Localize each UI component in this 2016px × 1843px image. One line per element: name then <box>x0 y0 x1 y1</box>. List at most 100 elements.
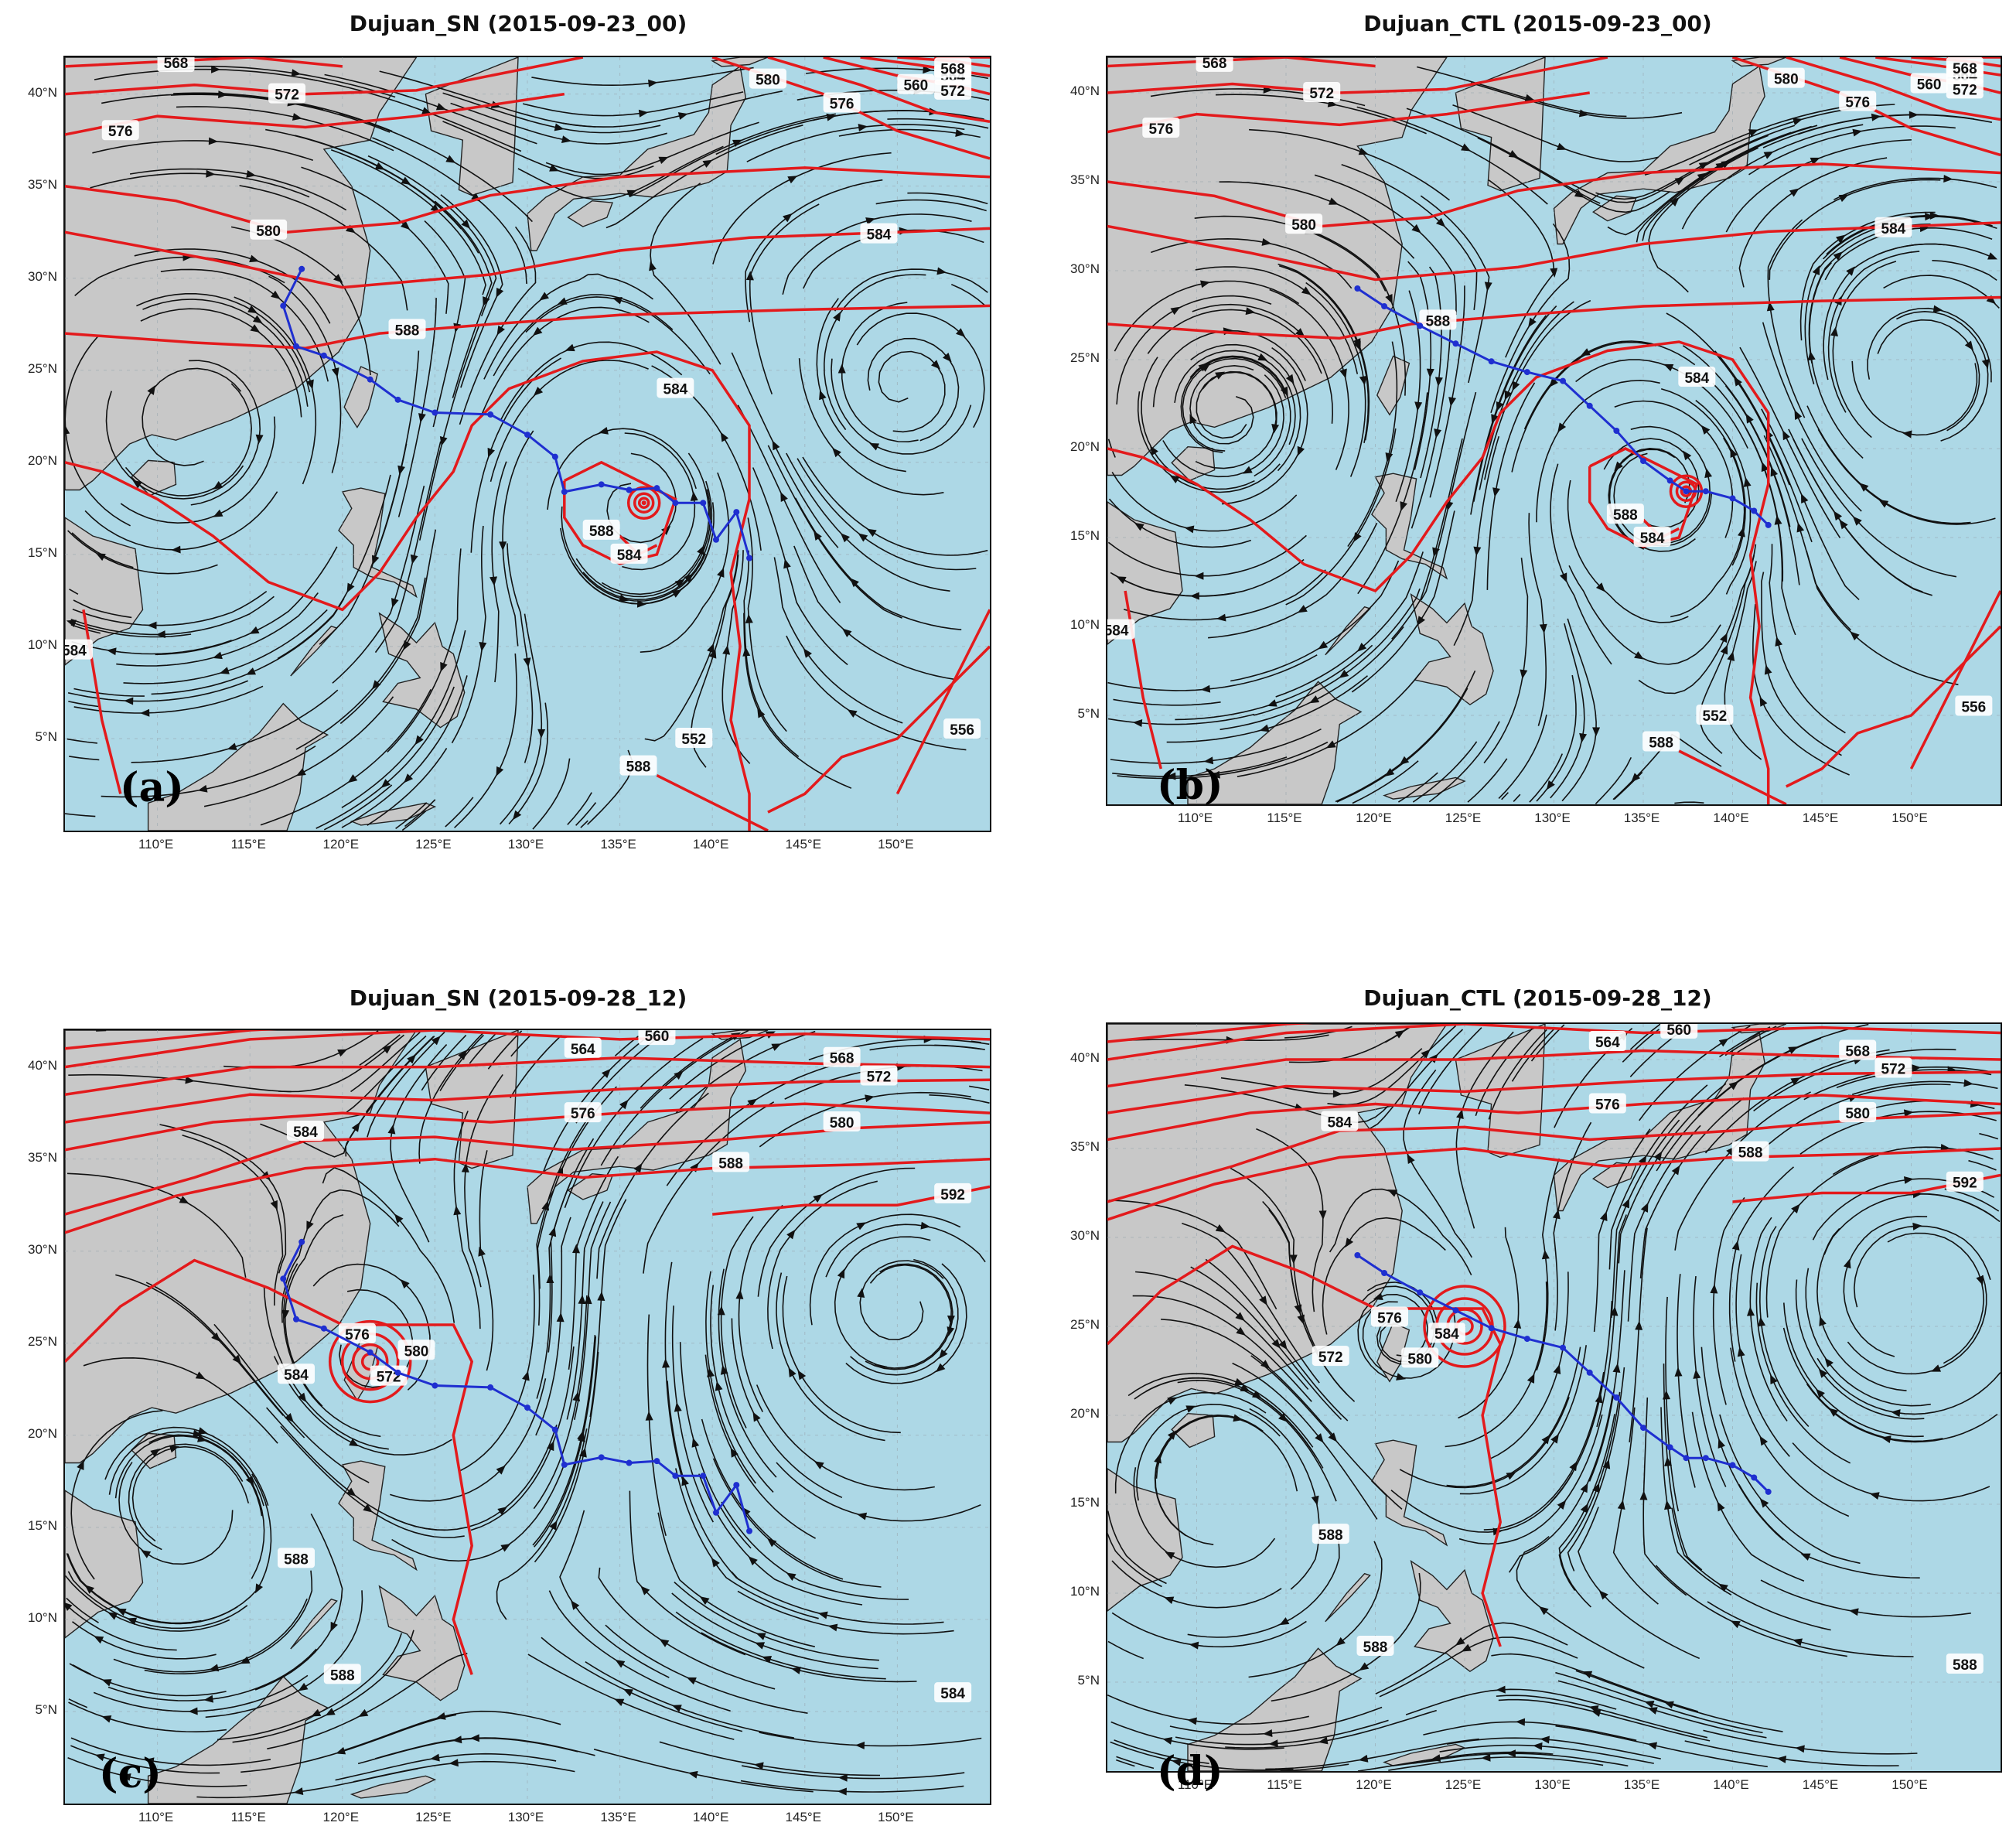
contour-label: 560 <box>645 1030 670 1045</box>
contour-label: 568 <box>940 61 965 77</box>
lon-tick-label: 140°E <box>1713 1777 1749 1792</box>
contour-label: 576 <box>830 97 854 113</box>
lat-tick-label: 15°N <box>28 544 57 560</box>
contour-label: 588 <box>284 1551 309 1568</box>
typhoon-track <box>280 1238 753 1534</box>
contour-label: 572 <box>867 1070 892 1086</box>
lon-tick-label: 125°E <box>1445 1777 1482 1792</box>
contour-label: 572 <box>1881 1062 1906 1078</box>
panel-letter: (c) <box>99 1750 162 1797</box>
lat-tick-label: 5°N <box>35 1701 57 1717</box>
contour-label: 588 <box>718 1155 743 1172</box>
lat-tick-label: 15°N <box>1070 1495 1100 1510</box>
lon-tick-label: 135°E <box>1623 811 1660 825</box>
streamlines <box>1107 66 2000 804</box>
lat-tick-label: 30°N <box>1070 1228 1100 1243</box>
contour-label: 588 <box>1649 735 1673 752</box>
lat-tick-label: 40°N <box>1070 84 1100 98</box>
lat-tick-label: 15°N <box>28 1517 57 1533</box>
contour-label: 568 <box>830 1051 854 1067</box>
lon-tick-label: 130°E <box>1534 1777 1571 1792</box>
contour-label: 560 <box>1917 77 1942 94</box>
lon-tick-label: 135°E <box>600 1810 636 1824</box>
contour-label: 584 <box>293 1125 318 1141</box>
contour-label: 560 <box>903 78 928 94</box>
lat-tick-label: 40°N <box>1070 1050 1100 1065</box>
lat-tick-label: 10°N <box>1070 1584 1100 1599</box>
land-areas <box>1107 1024 1787 1771</box>
contour-label: 580 <box>1774 72 1799 88</box>
lon-tick-label: 110°E <box>138 837 174 852</box>
panel-title: Dujuan_CTL (2015-09-23_00) <box>1363 11 1712 36</box>
contour-label: 580 <box>830 1115 854 1131</box>
lon-tick-label: 115°E <box>230 1810 266 1824</box>
contour-label: 588 <box>589 524 614 540</box>
lon-tick-label: 115°E <box>1267 811 1302 825</box>
map-canvas: 5685725765805845885845845885885845525565… <box>1107 57 2001 804</box>
map-frame: 5685725765805845885845845885885845525565… <box>63 56 991 832</box>
lon-tick-label: 110°E <box>138 1810 174 1824</box>
lat-tick-label: 35°N <box>28 176 57 192</box>
lat-tick-label: 30°N <box>28 1241 57 1257</box>
contour-label: 556 <box>950 722 974 739</box>
contour-label: 576 <box>1595 1097 1620 1114</box>
contour-label: 584 <box>1640 531 1665 547</box>
contour-label: 588 <box>1363 1640 1388 1656</box>
contour-label: 576 <box>108 124 133 140</box>
contour-label: 592 <box>940 1187 965 1203</box>
lat-tick-label: 10°N <box>1070 617 1100 632</box>
contour-labels: 5685725765805845885845845885885845525565… <box>1107 57 1993 752</box>
lat-tick-label: 20°N <box>28 1425 57 1441</box>
contour-label: 584 <box>663 382 688 398</box>
lat-tick-label: 5°N <box>1077 706 1100 721</box>
contour-label: 584 <box>617 548 642 564</box>
contour-label: 584 <box>940 1686 965 1702</box>
lon-tick-label: 145°E <box>785 837 822 852</box>
streamlines <box>65 65 990 831</box>
lon-tick-label: 125°E <box>1445 811 1482 825</box>
lat-tick-label: 35°N <box>1070 1139 1100 1154</box>
panel-title: Dujuan_SN (2015-09-23_00) <box>349 11 687 36</box>
streamlines <box>65 1030 990 1799</box>
contour-label: 584 <box>1327 1115 1352 1131</box>
lon-tick-label: 120°E <box>322 1810 360 1824</box>
lon-tick-label: 140°E <box>692 837 729 852</box>
lat-tick-label: 35°N <box>28 1149 57 1165</box>
contours <box>65 57 990 831</box>
typhoon-track <box>1354 1252 1772 1495</box>
lat-tick-label: 30°N <box>1070 261 1100 276</box>
map-frame: 560 564 568 572 576 580 584 588 592 576 580 584 572 5… <box>63 1029 991 1805</box>
contour-label: 588 <box>1738 1145 1763 1162</box>
lat-tick-label: 20°N <box>28 452 57 468</box>
panel-letter: (b) <box>1157 762 1223 809</box>
contour-label: 564 <box>1595 1035 1620 1051</box>
contour-label: 552 <box>681 732 706 748</box>
panel-letter: (d) <box>1157 1748 1223 1795</box>
lon-tick-label: 145°E <box>785 1810 822 1824</box>
contour-labels: 5685725765805845885845845885885845525565… <box>65 57 981 776</box>
lon-tick-label: 150°E <box>878 837 914 852</box>
panel-title: Dujuan_SN (2015-09-28_12) <box>349 985 687 1011</box>
panel-title: Dujuan_CTL (2015-09-28_12) <box>1363 985 1712 1011</box>
contour-label: 564 <box>571 1042 595 1058</box>
lat-tick-label: 5°N <box>1077 1673 1100 1688</box>
lat-tick-label: 40°N <box>28 1057 57 1073</box>
lon-tick-label: 120°E <box>1356 1777 1392 1792</box>
contour-label: 580 <box>256 224 281 240</box>
contour-label: 576 <box>345 1327 370 1343</box>
lat-tick-label: 35°N <box>1070 172 1100 187</box>
contour-label: 584 <box>1434 1326 1459 1343</box>
panel-a: Dujuan_SN (2015-09-23_00) 568 572 576 580 58… <box>0 0 1005 858</box>
lon-tick-label: 145°E <box>1802 811 1839 825</box>
lon-tick-label: 125°E <box>415 837 452 852</box>
contour-label: 584 <box>1684 370 1709 387</box>
contour-label: 588 <box>395 323 420 339</box>
graticule <box>65 1030 990 1804</box>
contours <box>65 1030 990 1675</box>
streamlines <box>1107 1024 2001 1771</box>
contour-label: 592 <box>1953 1176 1977 1192</box>
contour-label: 576 <box>1377 1311 1402 1327</box>
lon-tick-label: 150°E <box>878 1810 914 1824</box>
